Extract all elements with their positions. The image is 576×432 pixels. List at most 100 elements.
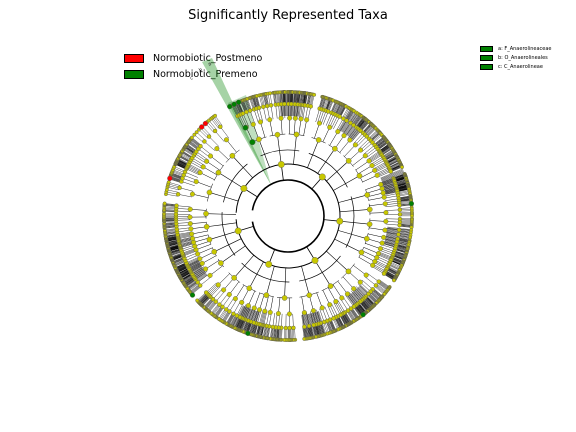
tree-node bbox=[381, 234, 387, 240]
tree-node bbox=[187, 221, 193, 227]
tree-branch bbox=[233, 301, 241, 314]
tree-branch bbox=[197, 273, 210, 283]
tree-node bbox=[242, 124, 249, 131]
tree-node bbox=[318, 173, 326, 181]
tree-node bbox=[198, 143, 203, 149]
tree-branch bbox=[221, 310, 229, 322]
tree-branch bbox=[172, 169, 185, 175]
tree-branch bbox=[293, 92, 295, 105]
tree-branch bbox=[278, 104, 280, 119]
tree-node bbox=[195, 298, 200, 303]
tree-node bbox=[240, 185, 248, 192]
tree-node bbox=[363, 272, 369, 278]
tree-branch bbox=[371, 133, 381, 142]
tree-node bbox=[231, 311, 236, 317]
tree-branch bbox=[345, 125, 354, 137]
tree-branch bbox=[381, 244, 396, 250]
tree-branch bbox=[265, 326, 269, 339]
tree-branch bbox=[273, 327, 275, 340]
tree-branch bbox=[248, 290, 256, 306]
tree-branch bbox=[164, 224, 177, 227]
tree-branch bbox=[180, 243, 195, 248]
tree-branch bbox=[377, 140, 387, 149]
tree-branch bbox=[322, 127, 330, 142]
tree-node bbox=[187, 206, 193, 212]
tree-branch bbox=[206, 161, 221, 171]
tree-branch bbox=[262, 325, 266, 338]
tree-branch bbox=[194, 270, 207, 279]
tree-branch bbox=[224, 312, 231, 323]
tree-branch bbox=[301, 266, 306, 280]
tree-branch bbox=[210, 118, 219, 129]
tree-branch bbox=[376, 258, 390, 265]
tree-branch bbox=[399, 223, 412, 226]
tree-branch bbox=[284, 267, 287, 282]
tree-branch bbox=[243, 100, 249, 112]
tree-node bbox=[383, 210, 389, 216]
tree-node bbox=[366, 206, 373, 213]
tree-branch bbox=[200, 172, 215, 180]
tree-branch bbox=[188, 163, 202, 171]
tree-branch bbox=[236, 303, 244, 316]
tree-branch bbox=[198, 148, 210, 158]
tree-branch bbox=[345, 295, 354, 307]
tree-node bbox=[357, 279, 363, 285]
tree-node bbox=[199, 260, 205, 266]
tree-node bbox=[292, 115, 298, 121]
tree-branch bbox=[264, 295, 269, 312]
tree-branch bbox=[196, 151, 208, 160]
tree-node bbox=[341, 133, 347, 139]
tree-branch bbox=[185, 254, 199, 261]
tree-node bbox=[327, 124, 333, 130]
tree-node bbox=[396, 227, 402, 233]
tree-branch bbox=[165, 193, 178, 197]
tree-branch bbox=[257, 310, 262, 324]
tree-branch bbox=[364, 276, 377, 286]
tree-node bbox=[380, 190, 386, 196]
figure-title: Significantly Represented Taxa bbox=[188, 8, 388, 23]
tree-branch bbox=[346, 311, 354, 322]
tree-node bbox=[207, 153, 213, 159]
tree-node bbox=[378, 181, 384, 187]
tree-branch bbox=[242, 100, 248, 112]
clade-legend: a: F_Anaerolineaceae b: O_Anaerolineales… bbox=[480, 44, 552, 71]
tree-branch bbox=[192, 193, 209, 198]
tree-branch bbox=[336, 316, 343, 328]
tree-node bbox=[372, 258, 378, 264]
tree-branch bbox=[327, 305, 334, 319]
tree-branch bbox=[331, 115, 338, 129]
tree-branch bbox=[344, 144, 356, 157]
tree-node bbox=[382, 201, 388, 207]
tree-branch bbox=[366, 148, 378, 158]
tree-node bbox=[187, 214, 193, 220]
tree-node bbox=[311, 322, 316, 328]
tree-branch bbox=[351, 307, 359, 319]
tree-branch bbox=[373, 161, 387, 169]
tree-branch bbox=[345, 109, 352, 120]
tree-branch bbox=[272, 313, 275, 327]
tree-branch bbox=[228, 238, 242, 246]
tree-node bbox=[203, 210, 209, 217]
tree-node bbox=[250, 121, 256, 127]
clade-label-b: b bbox=[198, 67, 204, 74]
tree-branch bbox=[269, 296, 274, 313]
tree-node bbox=[287, 115, 293, 121]
tree-node bbox=[360, 312, 366, 318]
tree-branch bbox=[178, 235, 193, 239]
tree-branch bbox=[323, 111, 329, 125]
tree-node bbox=[275, 311, 281, 317]
tree-node bbox=[227, 309, 232, 314]
tree-node bbox=[392, 278, 396, 283]
tree-node bbox=[373, 283, 379, 288]
tree-branch bbox=[340, 298, 349, 311]
tree-branch bbox=[173, 258, 185, 264]
tree-branch bbox=[336, 118, 344, 131]
tree-branch bbox=[349, 309, 357, 320]
tree-node bbox=[362, 153, 368, 159]
tree-node bbox=[190, 135, 194, 140]
tree-node bbox=[319, 305, 325, 311]
tree-branch bbox=[258, 107, 263, 122]
tree-branch bbox=[379, 251, 393, 258]
tree-branch bbox=[367, 273, 379, 282]
tree-node bbox=[206, 236, 213, 243]
